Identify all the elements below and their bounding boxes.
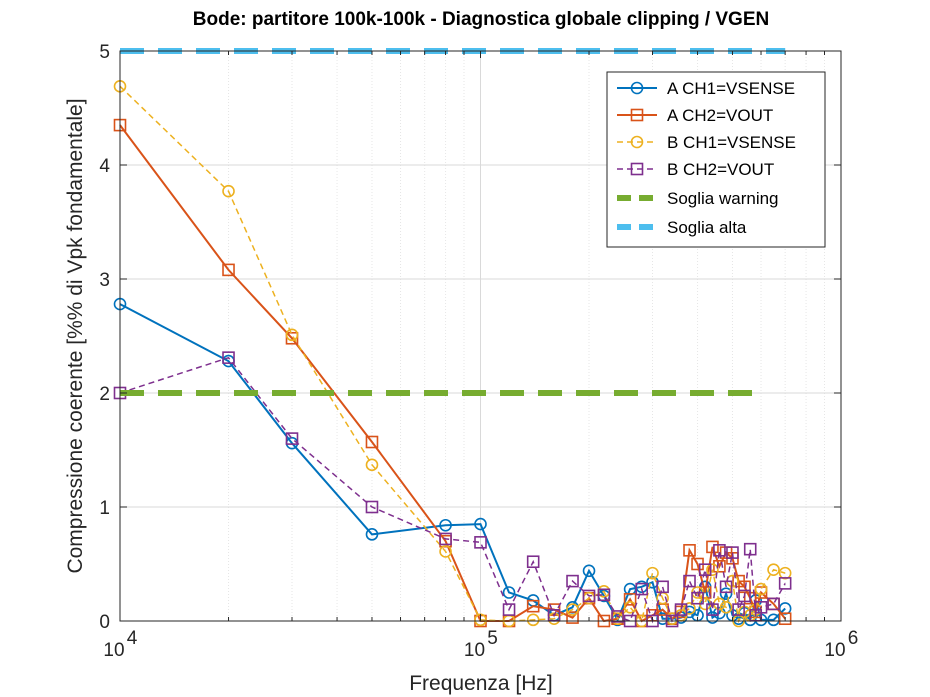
chart-title: Bode: partitore 100k-100k - Diagnostica … [193, 9, 769, 30]
legend-label: B CH1=VSENSE [667, 133, 796, 152]
data-point [285, 432, 299, 445]
data-point [726, 546, 739, 559]
series-line [119, 303, 786, 623]
data-point [646, 575, 659, 589]
y-tick-label: 3 [99, 270, 110, 291]
data-point [623, 593, 637, 606]
legend-marker [630, 81, 644, 95]
data-point [285, 328, 299, 342]
data-point [754, 582, 768, 596]
legend-marker [630, 162, 644, 176]
data-point [719, 587, 733, 600]
data-point [713, 544, 726, 557]
x-axis-label: Frequenza [Hz] [409, 672, 553, 695]
data-point [365, 435, 379, 449]
data-point [474, 536, 487, 549]
data-point [635, 582, 649, 596]
legend-entry: A CH1=VSENSE [617, 79, 795, 98]
data-point [767, 563, 780, 577]
x-tick-exponent: 6 [848, 628, 859, 649]
data-point [674, 603, 688, 616]
legend-label: A CH2=VOUT [667, 106, 773, 125]
legend-label: B CH2=VOUT [667, 160, 774, 179]
data-point [439, 532, 452, 546]
legend: A CH1=VSENSE A CH2=VOUT B CH1=VSENSE B CH2=… [606, 71, 826, 248]
data-point [646, 566, 659, 580]
data-point [683, 544, 696, 557]
data-point [778, 577, 792, 590]
data-point [502, 586, 516, 599]
data-point [285, 331, 299, 345]
legend-entry: Soglia warning [617, 189, 779, 208]
x-tick-label: 10 [464, 640, 485, 661]
data-point [754, 601, 768, 614]
y-tick-label: 1 [99, 498, 110, 519]
data-point [683, 602, 696, 615]
y-tick-label: 5 [99, 42, 110, 63]
data-point [706, 603, 719, 616]
legend-marker [630, 135, 644, 149]
data-point [566, 603, 579, 616]
legend-label: A CH1=VSENSE [667, 79, 795, 98]
data-point [778, 612, 792, 626]
data-point [222, 263, 235, 277]
data-point [222, 351, 235, 364]
data-point [526, 613, 540, 627]
data-point [713, 559, 726, 573]
y-tick-label: 2 [99, 384, 110, 405]
data-point [738, 589, 751, 603]
data-point [566, 574, 579, 588]
data-point [719, 601, 733, 614]
y-axis-label: Compressione coerente [%% di Vpk fondame… [64, 98, 87, 573]
data-point [683, 605, 696, 619]
legend-label: Soglia alta [667, 218, 747, 237]
legend-box [606, 71, 826, 248]
x-tick-exponent: 4 [127, 628, 138, 649]
legend-label: Soglia warning [667, 189, 779, 208]
data-point [566, 611, 579, 624]
legend-entry: B CH2=VOUT [617, 160, 774, 179]
legend-entry: B CH1=VSENSE [617, 133, 796, 152]
series-line [119, 85, 786, 624]
data-point [582, 589, 596, 603]
data-point [582, 564, 596, 578]
data-point [502, 603, 516, 616]
data-point [719, 580, 733, 594]
data-point [526, 555, 540, 569]
data-point [365, 528, 379, 541]
data-point [611, 610, 624, 623]
data-point [526, 599, 540, 613]
data-point [365, 500, 379, 514]
data-point [706, 563, 719, 577]
x-tick-exponent: 5 [487, 628, 498, 649]
data-point [656, 580, 669, 594]
data-point [683, 574, 696, 588]
data-point [691, 591, 704, 605]
series-line [119, 356, 786, 624]
data-point [698, 563, 712, 577]
data-point [439, 545, 452, 558]
data-point [597, 588, 611, 602]
legend-entry: A CH2=VOUT [617, 106, 773, 125]
data-point [732, 603, 745, 616]
data-point [754, 586, 768, 599]
data-point [365, 458, 379, 472]
x-tick-label: 10 [824, 640, 845, 661]
data-point [656, 612, 669, 626]
x-tick-label: 10 [103, 640, 124, 661]
data-point [222, 184, 235, 198]
series-4 [113, 351, 792, 628]
legend-marker [630, 108, 644, 122]
data-point [767, 597, 780, 611]
y-tick-label: 4 [99, 156, 110, 177]
data-point [439, 518, 452, 532]
legend-entry: Soglia alta [617, 218, 747, 237]
data-point [706, 540, 719, 554]
data-point [743, 542, 757, 556]
data-point [474, 517, 487, 531]
y-tick-label: 0 [99, 612, 110, 633]
